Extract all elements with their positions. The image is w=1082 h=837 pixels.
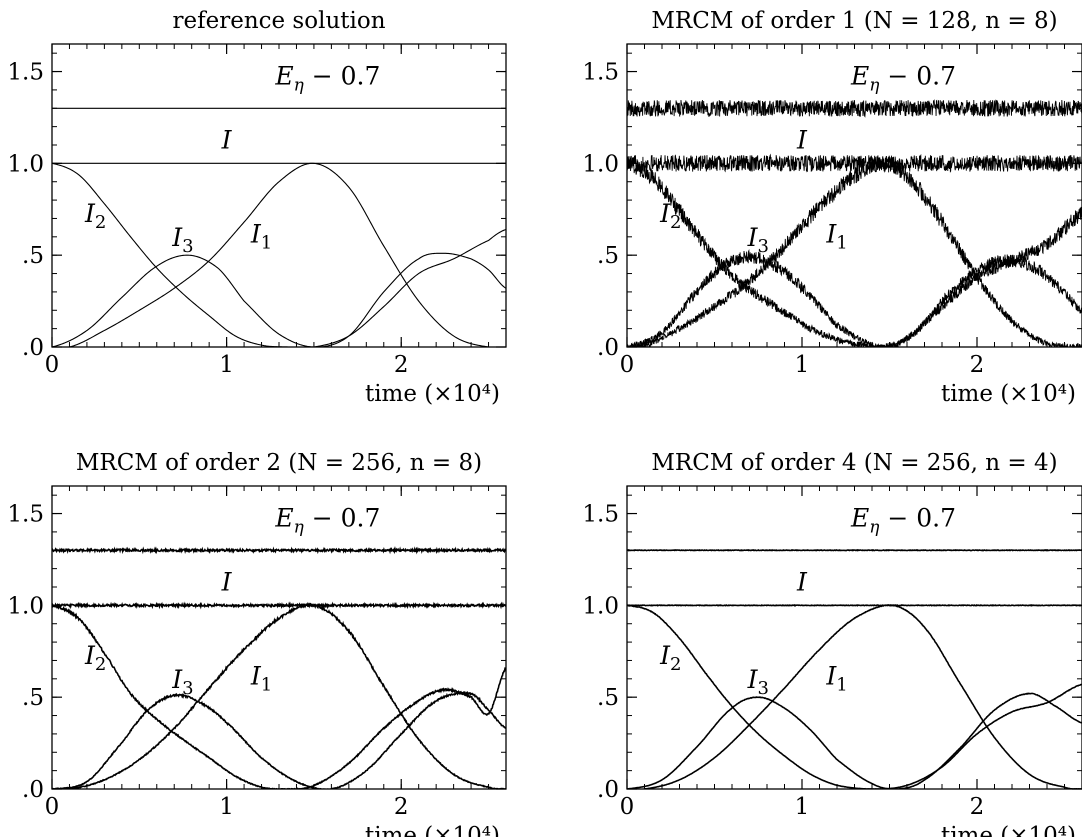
series-annotation: I	[796, 568, 808, 597]
series-line-i1	[52, 601, 506, 789]
series-line-i3	[627, 692, 1082, 789]
x-tick-label: 2	[970, 352, 985, 378]
series-line-i3	[627, 248, 1082, 347]
x-tick-label: 1	[219, 794, 234, 820]
y-tick-label: 1.0	[582, 593, 619, 619]
series-line-e07	[627, 99, 1082, 118]
series-line-i2	[627, 604, 1082, 789]
series-annotation: Eη − 0.7	[274, 503, 380, 537]
y-tick-label: 1.0	[7, 151, 44, 177]
series-annotation: I1	[250, 661, 272, 695]
series-annotation: I3	[171, 665, 193, 699]
chart-title: reference solution	[172, 8, 385, 34]
series-line-i1	[52, 162, 506, 347]
x-tick-label: 0	[45, 794, 60, 820]
series-annotation: I	[221, 126, 233, 155]
x-axis-label: time (×10⁴)	[941, 381, 1076, 407]
y-tick-label: .0	[597, 777, 619, 803]
series-annotation: I2	[659, 199, 681, 233]
y-tick-label: .5	[597, 685, 619, 711]
x-tick-label: 2	[970, 794, 985, 820]
chart-panel-2: MRCM of order 1 (N = 128, n = 8) 0 1 2 .0 .5 1…	[582, 8, 1082, 407]
x-tick-label: 2	[394, 352, 409, 378]
y-tick-label: .5	[22, 685, 44, 711]
series-line-i1	[627, 155, 1082, 347]
chart-title: MRCM of order 4 (N = 256, n = 4)	[651, 450, 1057, 476]
series-line-i2	[52, 603, 506, 789]
series-annotation: Eη − 0.7	[850, 61, 956, 95]
x-tick-label: 2	[394, 794, 409, 820]
chart-panel-1: reference solution 0 1 2 .0 .5 1.0 1.5 time (×10…	[7, 8, 507, 407]
series-line-i	[52, 601, 506, 610]
series-annotation: I1	[825, 219, 847, 253]
series-annotation: I1	[825, 661, 847, 695]
series-annotation: I	[221, 568, 233, 597]
series-line-e07	[627, 548, 1082, 552]
y-tick-label: .0	[22, 777, 44, 803]
x-tick-label: 1	[219, 352, 234, 378]
series-annotation: Eη − 0.7	[850, 503, 956, 537]
series-annotation: I	[796, 126, 808, 155]
series-annotation: Eη − 0.7	[274, 61, 380, 95]
chart-title: MRCM of order 1 (N = 128, n = 8)	[651, 8, 1057, 34]
x-tick-label: 1	[795, 794, 810, 820]
series-annotation: I2	[84, 199, 106, 233]
y-tick-label: 1.5	[7, 502, 44, 528]
series-annotation: I2	[659, 641, 681, 675]
x-axis-label: time (×10⁴)	[365, 823, 500, 837]
y-tick-label: .0	[597, 335, 619, 361]
series-annotation: I2	[84, 641, 106, 675]
series-annotation: I3	[171, 223, 193, 257]
y-tick-label: .5	[22, 243, 44, 269]
x-tick-label: 0	[45, 352, 60, 378]
chart-title: MRCM of order 2 (N = 256, n = 8)	[76, 450, 482, 476]
y-tick-label: .5	[597, 243, 619, 269]
y-tick-label: .0	[22, 335, 44, 361]
series-line-i3	[52, 252, 506, 347]
series-line-i1	[627, 604, 1082, 789]
series-annotation: I3	[747, 665, 769, 699]
series-line-e07	[52, 546, 506, 555]
y-tick-label: 1.0	[582, 151, 619, 177]
x-axis-label: time (×10⁴)	[365, 381, 500, 407]
series-line-i2	[627, 156, 1082, 347]
series-annotation: I3	[747, 223, 769, 257]
series-line-i3	[52, 691, 506, 789]
series-line-i	[627, 153, 1082, 173]
chart-panel-3: MRCM of order 2 (N = 256, n = 8) 0 1 2 .0 .5 1…	[7, 450, 507, 837]
y-tick-label: 1.5	[582, 502, 619, 528]
x-tick-label: 0	[620, 794, 635, 820]
series-line-i2	[52, 162, 506, 347]
y-tick-label: 1.0	[7, 593, 44, 619]
y-tick-label: 1.5	[7, 60, 44, 86]
chart-panel-4: MRCM of order 4 (N = 256, n = 4) 0 1 2 .0 .5 1…	[582, 450, 1082, 837]
x-tick-label: 0	[620, 352, 635, 378]
y-tick-label: 1.5	[582, 60, 619, 86]
series-line-i	[627, 603, 1082, 607]
x-tick-label: 1	[795, 352, 810, 378]
x-axis-label: time (×10⁴)	[941, 823, 1076, 837]
series-annotation: I1	[250, 219, 272, 253]
